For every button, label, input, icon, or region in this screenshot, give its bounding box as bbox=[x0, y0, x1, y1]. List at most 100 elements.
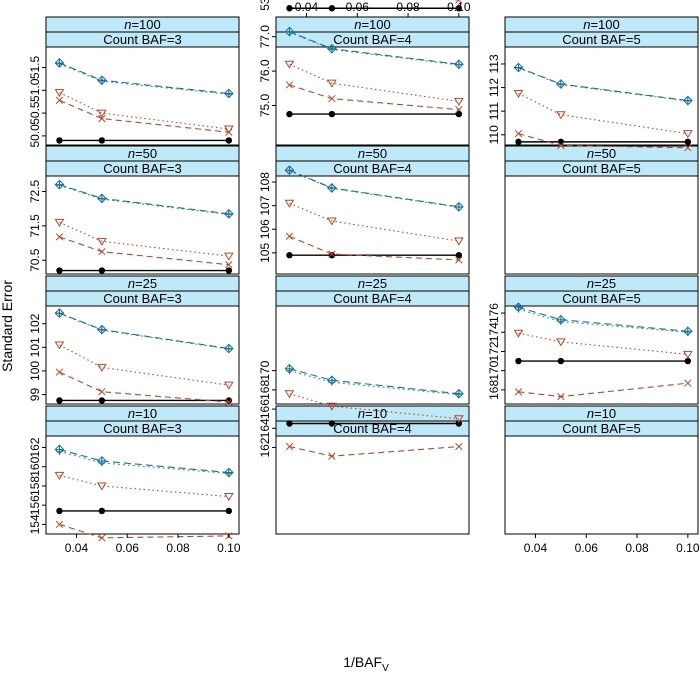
strip-n-label: n=100 bbox=[354, 17, 391, 32]
marker-diamond-plus bbox=[55, 180, 63, 188]
strip-baf-label: Count BAF=5 bbox=[562, 291, 640, 306]
strip-n-value: =25 bbox=[135, 276, 157, 291]
marker-triangle bbox=[455, 98, 463, 105]
series-line bbox=[289, 447, 458, 457]
series-line bbox=[59, 475, 228, 496]
strip-n-value: =100 bbox=[590, 17, 619, 32]
strip-baf-label: Count BAF=5 bbox=[562, 161, 640, 176]
y-tick-label: 164 bbox=[258, 418, 272, 438]
plot-frame bbox=[505, 47, 698, 145]
bottom-x-tick-label: 0.10 bbox=[676, 541, 700, 555]
top-x-tick-label: 0.08 bbox=[396, 0, 420, 14]
x-axis-label-main: 1/BAF bbox=[343, 654, 382, 670]
strip-baf-label: Count BAF=4 bbox=[333, 161, 411, 176]
series-line bbox=[518, 93, 687, 133]
strip-n-label: n=50 bbox=[587, 146, 616, 161]
strip-baf-label: Count BAF=3 bbox=[103, 421, 181, 436]
series-4 bbox=[514, 90, 691, 137]
marker-dot bbox=[515, 139, 521, 145]
series-4 bbox=[55, 342, 232, 389]
marker-dot bbox=[56, 397, 62, 403]
strip-n-value: =25 bbox=[365, 276, 387, 291]
strip-n-symbol: n bbox=[587, 146, 594, 161]
strip-n-value: =50 bbox=[135, 146, 157, 161]
series-line bbox=[59, 222, 228, 256]
strip-n-label: n=10 bbox=[587, 406, 616, 421]
strip-baf-label: Count BAF=5 bbox=[562, 32, 640, 47]
series-3 bbox=[56, 60, 233, 98]
series-1 bbox=[56, 137, 232, 143]
strip-n-label: n=10 bbox=[358, 406, 387, 421]
series-line bbox=[289, 64, 458, 101]
strip-n-value: =10 bbox=[135, 406, 157, 421]
series-3 bbox=[286, 367, 463, 398]
strip-baf-label: Count BAF=3 bbox=[103, 32, 181, 47]
series-1 bbox=[515, 358, 691, 364]
marker-diamond-plus bbox=[557, 80, 565, 88]
series-line bbox=[289, 369, 458, 394]
marker-diamond-plus bbox=[98, 194, 106, 202]
series-line bbox=[59, 449, 228, 472]
series-3 bbox=[515, 306, 692, 336]
y-tick-label: 77.0 bbox=[258, 25, 272, 49]
strip-n-label: n=25 bbox=[128, 276, 157, 291]
series-4 bbox=[55, 219, 232, 259]
series-4 bbox=[55, 90, 232, 133]
strip-n-value: =100 bbox=[131, 17, 160, 32]
strip-n-value: =50 bbox=[365, 146, 387, 161]
series-1 bbox=[286, 252, 462, 258]
strip-n-symbol: n bbox=[128, 276, 135, 291]
marker-triangle bbox=[98, 483, 106, 490]
marker-dot bbox=[685, 139, 691, 145]
marker-triangle bbox=[225, 382, 233, 389]
strip-baf-label: Count BAF=3 bbox=[103, 291, 181, 306]
plot-frame bbox=[505, 436, 698, 534]
y-tick-label: 172 bbox=[487, 341, 501, 361]
y-tick-label: 154 bbox=[28, 514, 42, 534]
y-tick-label: 101 bbox=[28, 337, 42, 357]
marker-diamond-plus bbox=[98, 76, 106, 84]
y-tick-label: 162 bbox=[258, 437, 272, 457]
y-tick-label: 170 bbox=[258, 360, 272, 380]
marker-dot bbox=[99, 267, 105, 273]
strip-n-label: n=25 bbox=[587, 276, 616, 291]
strip-n-symbol: n bbox=[358, 406, 365, 421]
top-x-tick-label: 0.10 bbox=[447, 0, 471, 14]
bottom-x-tick-label: 0.10 bbox=[217, 541, 241, 555]
marker-dot bbox=[286, 252, 292, 258]
strip-n-value: =100 bbox=[361, 17, 390, 32]
series-1 bbox=[286, 111, 462, 117]
y-tick-label: 53.0 bbox=[258, 0, 272, 11]
marker-x bbox=[329, 95, 336, 102]
series-3 bbox=[56, 182, 233, 218]
marker-x bbox=[56, 234, 63, 241]
marker-dot bbox=[56, 267, 62, 273]
series-line bbox=[518, 67, 687, 100]
marker-triangle bbox=[684, 351, 692, 358]
marker-diamond-plus bbox=[55, 59, 63, 67]
y-tick-label: 50.5 bbox=[28, 101, 42, 125]
series-line bbox=[59, 64, 228, 95]
marker-diamond-plus bbox=[684, 327, 692, 335]
marker-dot bbox=[99, 137, 105, 143]
y-tick-label: 112 bbox=[487, 78, 501, 97]
series-line bbox=[59, 185, 228, 214]
marker-diamond-plus bbox=[455, 60, 463, 68]
marker-dot bbox=[286, 111, 292, 117]
series-line bbox=[518, 383, 687, 396]
bottom-x-tick-label: 0.04 bbox=[65, 541, 89, 555]
marker-triangle bbox=[225, 253, 233, 260]
y-tick-label: 75.0 bbox=[258, 94, 272, 118]
y-tick-label: 102 bbox=[28, 313, 42, 333]
marker-diamond-plus bbox=[98, 325, 106, 333]
marker-diamond-plus bbox=[285, 365, 293, 373]
y-tick-label: 176 bbox=[487, 303, 501, 323]
series-4 bbox=[285, 200, 462, 244]
strip-n-symbol: n bbox=[358, 276, 365, 291]
series-3 bbox=[56, 310, 233, 353]
series-line bbox=[59, 63, 228, 94]
y-tick-label: 70.5 bbox=[28, 248, 42, 272]
